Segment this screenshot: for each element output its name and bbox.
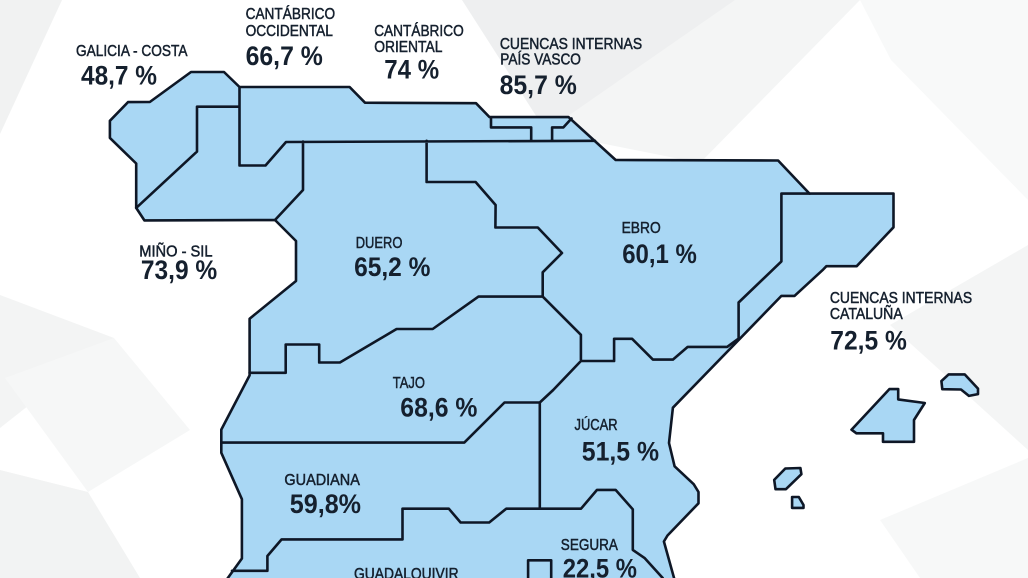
svg-text:74 %: 74 % — [384, 54, 439, 84]
svg-text:48,7 %: 48,7 % — [81, 61, 157, 91]
svg-text:TAJO: TAJO — [393, 375, 425, 392]
svg-text:GUADIANA: GUADIANA — [284, 472, 360, 489]
svg-text:GUADALQUIVIR: GUADALQUIVIR — [354, 566, 459, 578]
svg-text:SEGURA: SEGURA — [561, 537, 618, 554]
svg-text:CUENCAS INTERNAS: CUENCAS INTERNAS — [830, 290, 972, 307]
svg-text:CANTÁBRICO: CANTÁBRICO — [374, 21, 464, 40]
svg-text:85,7 %: 85,7 % — [500, 70, 577, 100]
svg-text:CATALUÑA: CATALUÑA — [830, 303, 903, 323]
svg-text:OCCIDENTAL: OCCIDENTAL — [246, 23, 333, 40]
svg-text:MIÑO - SIL: MIÑO - SIL — [139, 241, 212, 261]
svg-text:22,5 %: 22,5 % — [563, 554, 637, 578]
svg-text:66,7 %: 66,7 % — [246, 41, 323, 71]
svg-text:DUERO: DUERO — [356, 235, 403, 252]
svg-text:PAÍS VASCO: PAÍS VASCO — [500, 50, 581, 69]
svg-text:51,5 %: 51,5 % — [582, 437, 659, 467]
svg-text:CANTÁBRICO: CANTÁBRICO — [246, 4, 336, 23]
svg-text:CUENCAS INTERNAS: CUENCAS INTERNAS — [500, 36, 642, 53]
svg-text:JÚCAR: JÚCAR — [575, 415, 618, 434]
svg-text:59,8%: 59,8% — [290, 489, 361, 519]
svg-text:ORIENTAL: ORIENTAL — [374, 39, 442, 56]
svg-text:60,1 %: 60,1 % — [622, 239, 697, 269]
svg-text:68,6 %: 68,6 % — [400, 393, 477, 423]
svg-text:EBRO: EBRO — [622, 220, 661, 237]
svg-text:GALICIA - COSTA: GALICIA - COSTA — [76, 43, 188, 60]
svg-text:72,5 %: 72,5 % — [830, 326, 907, 356]
svg-text:65,2 %: 65,2 % — [354, 252, 430, 282]
svg-text:73,9 %: 73,9 % — [141, 255, 217, 285]
